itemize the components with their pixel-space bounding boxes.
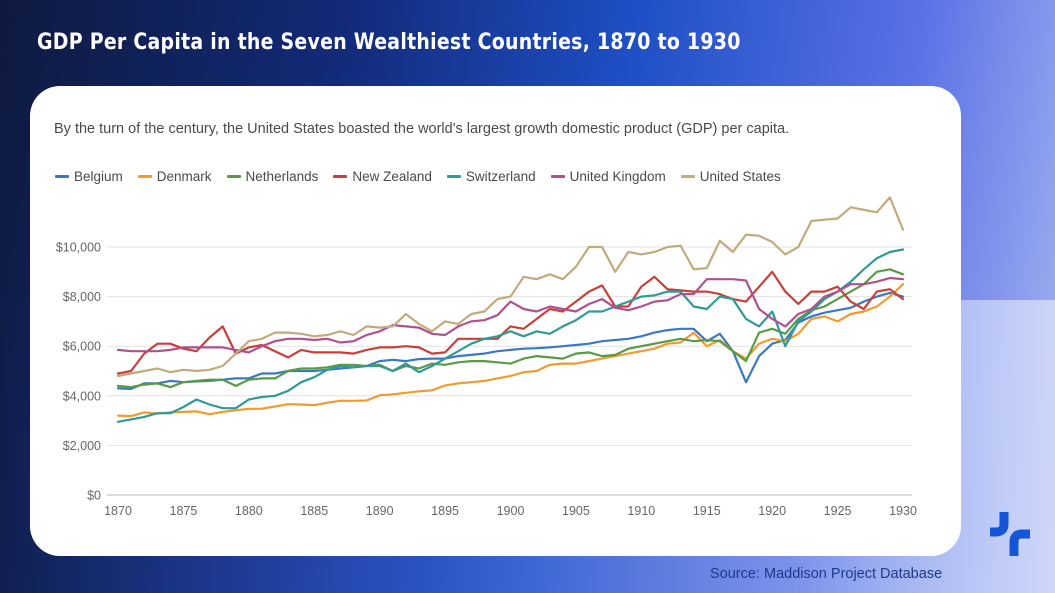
- legend-swatch: [550, 175, 565, 178]
- legend-label: Switzerland: [465, 169, 536, 184]
- x-tick-label: 1920: [758, 504, 786, 518]
- x-tick-label: 1870: [104, 504, 132, 518]
- legend-label: Netherlands: [245, 169, 319, 184]
- y-tick-label: $8,000: [63, 290, 101, 304]
- chart-card: [30, 86, 961, 556]
- chart-subtitle: By the turn of the century, the United S…: [54, 121, 790, 137]
- x-tick-label: 1895: [431, 504, 459, 518]
- legend-label: Belgium: [74, 169, 123, 184]
- page-title: GDP Per Capita in the Seven Wealthiest C…: [37, 30, 741, 55]
- legend-label: United Kingdom: [569, 169, 666, 184]
- x-tick-label: 1900: [497, 504, 525, 518]
- x-tick-label: 1875: [170, 504, 198, 518]
- x-tick-label: 1930: [889, 504, 917, 518]
- y-tick-label: $2,000: [63, 439, 101, 453]
- legend-item-belgium[interactable]: Belgium: [55, 169, 123, 184]
- legend-label: New Zealand: [352, 169, 432, 184]
- legend-item-switzerland[interactable]: Switzerland: [446, 169, 536, 184]
- x-tick-label: 1880: [235, 504, 263, 518]
- x-tick-label: 1910: [627, 504, 655, 518]
- legend-swatch: [137, 175, 152, 178]
- y-tick-label: $0: [87, 489, 101, 503]
- chart-legend: Belgium Denmark Netherlands New Zealand Swit…: [55, 169, 781, 184]
- x-tick-label: 1925: [824, 504, 852, 518]
- series-line-united-kingdom: [116, 276, 905, 354]
- source-citation: Source: Maddison Project Database: [710, 566, 943, 582]
- y-tick-label: $4,000: [63, 389, 101, 403]
- legend-swatch: [680, 175, 695, 178]
- legend-label: Denmark: [156, 169, 212, 184]
- legend-item-denmark[interactable]: Denmark: [137, 169, 212, 184]
- legend-item-netherlands[interactable]: Netherlands: [226, 169, 319, 184]
- legend-swatch: [55, 175, 69, 178]
- legend-item-new-zealand[interactable]: New Zealand: [333, 169, 432, 184]
- legend-swatch: [333, 175, 348, 178]
- series-line-belgium: [116, 291, 905, 390]
- legend-item-united-states[interactable]: United States: [680, 169, 781, 184]
- series-line-united-states: [116, 196, 905, 378]
- x-tick-label: 1885: [300, 504, 328, 518]
- x-tick-label: 1915: [693, 504, 721, 518]
- y-tick-label: $10,000: [56, 241, 101, 255]
- series-line-new-zealand: [116, 270, 905, 375]
- series-line-denmark: [116, 283, 905, 418]
- y-tick-label: $6,000: [63, 340, 101, 354]
- legend-item-united-kingdom[interactable]: United Kingdom: [550, 169, 666, 184]
- x-tick-label: 1890: [366, 504, 394, 518]
- brand-logo-icon: [990, 512, 1030, 556]
- series-line-switzerland: [116, 248, 905, 423]
- series-line-netherlands: [116, 268, 905, 389]
- x-tick-label: 1905: [562, 504, 590, 518]
- legend-swatch: [446, 175, 461, 178]
- legend-swatch: [226, 175, 241, 178]
- legend-label: United States: [699, 169, 781, 184]
